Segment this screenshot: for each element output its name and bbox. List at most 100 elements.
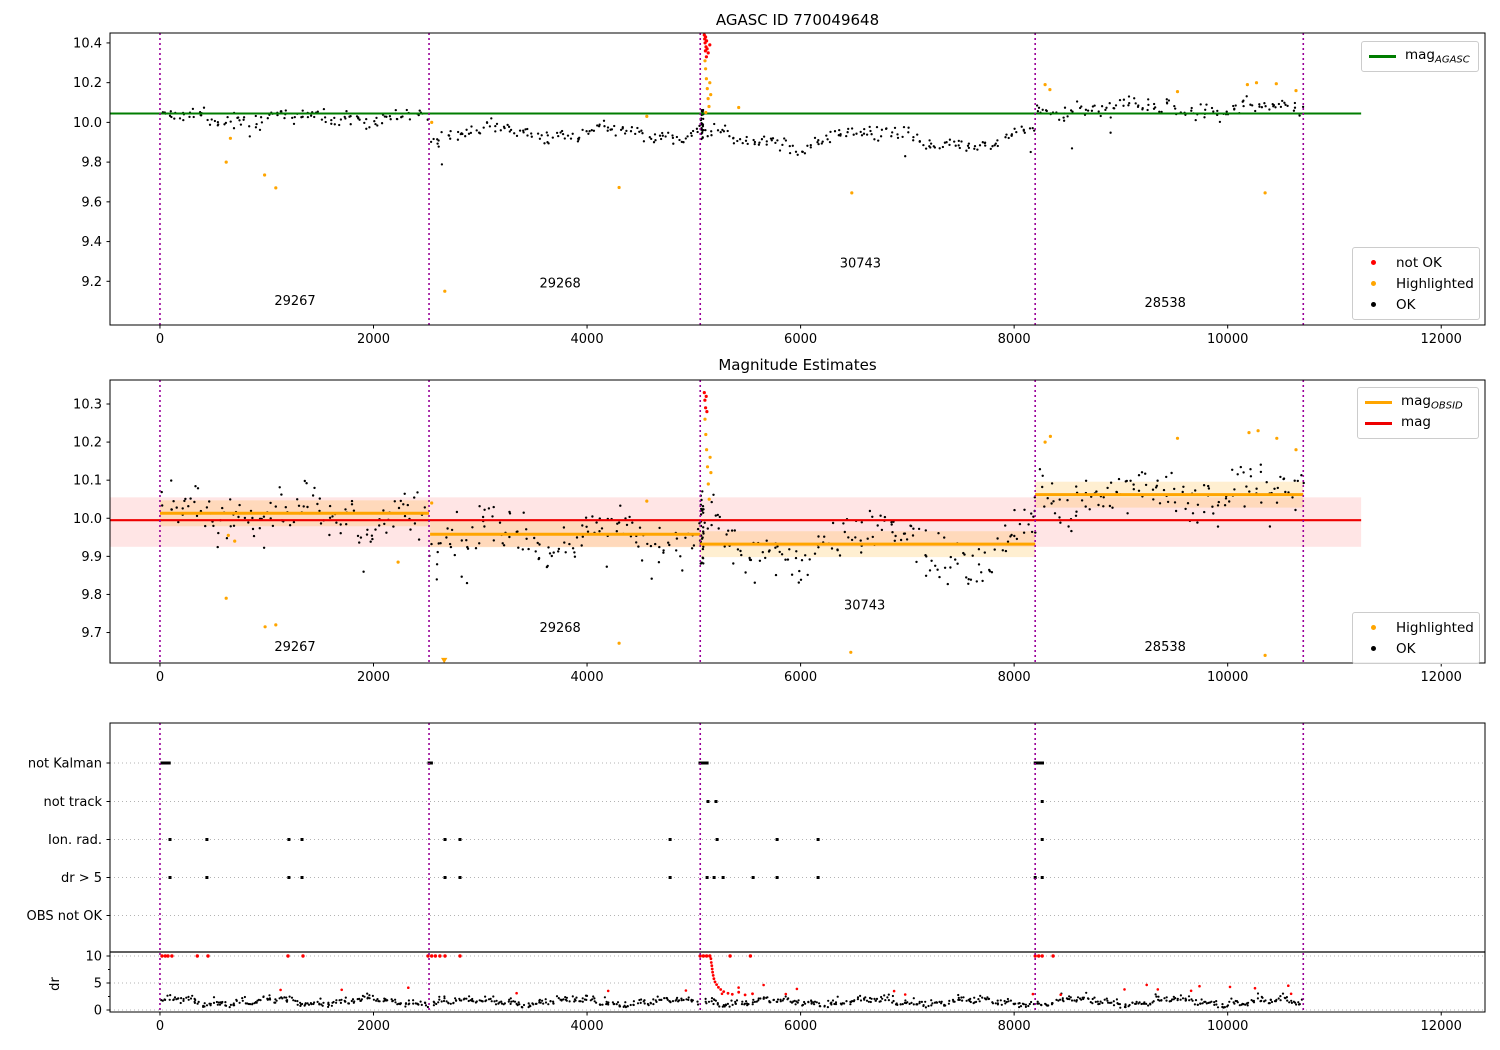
flag-row-label: dr > 5: [61, 871, 102, 886]
y-tick-label: 9.9: [81, 550, 102, 565]
flag-row-label: not track: [43, 795, 102, 810]
flag-row-label: Ion. rad.: [48, 833, 102, 848]
x-tick-label: 2000: [357, 1019, 390, 1034]
agasc-mag-highlighted-points: [224, 59, 1298, 293]
flags-plot-area: [110, 723, 1485, 1012]
green-line-swatch: [1369, 55, 1396, 58]
dr-tick-label: 10: [85, 949, 102, 964]
x-tick-label: 4000: [571, 670, 604, 685]
obsid-annotation: 30743: [844, 599, 885, 614]
legend-item: mag: [1365, 413, 1471, 434]
x-tick-label: 2000: [357, 670, 390, 685]
flag-row-label: not Kalman: [28, 756, 102, 771]
dr-not-ok-points: [160, 954, 1293, 997]
obsid-annotation: 30743: [840, 256, 881, 271]
legend-label: Highlighted: [1396, 619, 1474, 636]
flag-row-label: OBS not OK: [27, 909, 103, 924]
y-tick-label: 9.6: [81, 195, 102, 210]
y-tick-label: 10.3: [73, 397, 102, 412]
mag-error-band: [110, 497, 1362, 547]
mag-estimates-not-ok-points: [702, 391, 709, 414]
black-dot-swatch: [1360, 297, 1387, 313]
y-tick-label: 10.1: [73, 474, 102, 489]
x-tick-label: 12000: [1421, 670, 1462, 685]
y-tick-label: 10.0: [73, 512, 102, 527]
legend-item: OK: [1360, 294, 1472, 315]
mag-estimates-highlighted-points: [224, 417, 1298, 658]
top-plot-title: AGASC ID 770049648: [715, 11, 880, 29]
x-tick-label: 4000: [571, 1019, 604, 1034]
y-tick-label: 10.2: [73, 436, 102, 451]
y-tick-label: 9.7: [81, 626, 102, 641]
x-tick-label: 0: [156, 1019, 164, 1034]
agasc-mag-plot-area: [110, 33, 1362, 325]
y-tick-label: 9.2: [81, 275, 102, 290]
x-tick-label: 6000: [784, 670, 817, 685]
x-tick-label: 0: [156, 670, 164, 685]
agasc-mag-ok-points: [161, 95, 1305, 166]
legend-item: OK: [1360, 638, 1472, 659]
flags-axes-frame: [109, 722, 1486, 1013]
flag-markers-ion-rad-: [168, 838, 1044, 841]
red-dot-swatch: [1360, 255, 1387, 271]
orange-dot-swatch: [1360, 620, 1387, 636]
legend-label: mag: [1401, 414, 1431, 431]
clipped-low-marker: [440, 657, 448, 663]
x-tick-label: 8000: [998, 670, 1031, 685]
middle-plot-title: Magnitude Estimates: [718, 356, 877, 374]
x-tick-label: 10000: [1207, 670, 1248, 685]
x-tick-label: 2000: [357, 332, 390, 347]
y-tick-label: 9.8: [81, 588, 102, 603]
mag-estimates-axes-frame: [109, 379, 1486, 664]
agasc-mag-not-ok-points: [702, 33, 712, 59]
obsid-annotation: 29267: [274, 294, 315, 309]
legend-item: magOBSID: [1365, 392, 1471, 413]
obsid-annotation: 28538: [1145, 640, 1186, 655]
legend-label: not OK: [1396, 254, 1442, 271]
x-tick-label: 6000: [784, 1019, 817, 1034]
y-tick-label: 10.0: [73, 116, 102, 131]
x-tick-label: 6000: [784, 332, 817, 347]
legend-label: magOBSID: [1401, 393, 1463, 412]
legend-item: Highlighted: [1360, 617, 1474, 638]
legend-item: not OK: [1360, 252, 1472, 273]
x-tick-label: 10000: [1207, 1019, 1248, 1034]
y-tick-label: 9.8: [81, 156, 102, 171]
y-tick-label: 9.4: [81, 235, 102, 250]
y-tick-label: 10.4: [73, 36, 102, 51]
flag-markers-not-track: [706, 800, 1044, 803]
agasc-mag-axes-frame: [109, 32, 1486, 326]
x-tick-label: 8000: [998, 1019, 1031, 1034]
obsid-annotation: 29268: [539, 621, 580, 636]
legend-label: OK: [1396, 640, 1416, 657]
legend-mag-obsid: magOBSID mag: [1357, 387, 1479, 439]
dr-tick-label: 0: [94, 1004, 102, 1019]
x-tick-label: 0: [156, 332, 164, 347]
dr-tick-label: 5: [94, 976, 102, 991]
legend-middle-point-classes: Highlighted OK: [1352, 612, 1480, 664]
red-line-swatch: [1365, 422, 1392, 425]
dr-axis-label: dr: [48, 977, 63, 991]
orange-dot-swatch: [1360, 276, 1387, 292]
x-tick-label: 10000: [1207, 332, 1248, 347]
legend-item: Highlighted: [1360, 273, 1474, 294]
legend-label: OK: [1396, 296, 1416, 313]
legend-item: magAGASC: [1369, 46, 1471, 67]
mag-estimates-ok-points: [160, 463, 1305, 586]
x-tick-label: 4000: [571, 332, 604, 347]
orange-line-swatch: [1365, 401, 1392, 404]
legend-mag-agasc: magAGASC: [1361, 41, 1479, 72]
y-tick-label: 10.2: [73, 76, 102, 91]
obsid-annotation: 28538: [1145, 296, 1186, 311]
legend-label: Highlighted: [1396, 275, 1474, 292]
x-tick-label: 8000: [998, 332, 1031, 347]
black-dot-swatch: [1360, 641, 1387, 657]
obsid-annotation: 29268: [539, 276, 580, 291]
dr-ok-points: [160, 991, 1303, 1009]
x-tick-label: 12000: [1421, 1019, 1462, 1034]
legend-label: magAGASC: [1405, 47, 1470, 66]
flag-markers-dr-5: [168, 876, 1044, 879]
obsid-annotation: 29267: [274, 640, 315, 655]
